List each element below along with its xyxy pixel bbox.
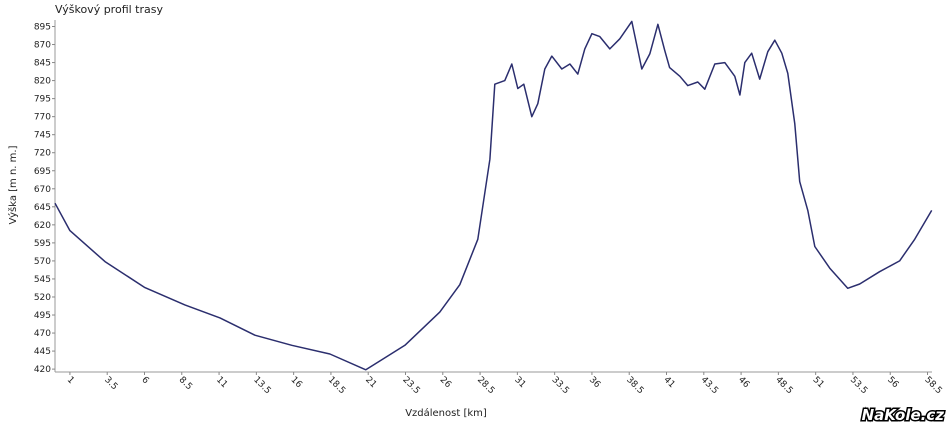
x-tick-label: 11 xyxy=(214,375,229,390)
y-tick-label: 895 xyxy=(34,22,51,32)
x-tick-label: 48.5 xyxy=(773,375,794,396)
x-tick-label: 26 xyxy=(438,375,453,390)
x-tick-label: 58.5 xyxy=(922,375,943,396)
x-tick-label: 41 xyxy=(661,375,676,390)
watermark: NaKole.cz xyxy=(862,406,945,424)
x-tick-label: 16 xyxy=(289,375,304,390)
x-tick-label: 8.5 xyxy=(177,375,194,392)
y-tick-label: 870 xyxy=(34,41,51,51)
y-tick-label: 645 xyxy=(34,203,51,213)
chart-title: Výškový profil trasy xyxy=(55,3,163,16)
x-tick-label: 23.5 xyxy=(400,375,421,396)
x-tick-label: 6 xyxy=(139,375,150,386)
x-tick-label: 43.5 xyxy=(699,375,720,396)
y-tick-label: 445 xyxy=(34,347,51,357)
y-tick-label: 545 xyxy=(34,275,51,285)
x-tick-label: 38.5 xyxy=(624,375,645,396)
x-tick-label: 33.5 xyxy=(550,375,571,396)
y-tick-label: 420 xyxy=(34,365,51,375)
y-tick-label: 570 xyxy=(34,257,51,267)
x-tick-label: 13.5 xyxy=(251,375,272,396)
y-tick-label: 520 xyxy=(34,293,51,303)
elevation-line xyxy=(54,20,933,371)
x-tick-label: 46 xyxy=(736,375,751,390)
x-tick-label: 1 xyxy=(65,375,76,386)
x-tick-label: 53.5 xyxy=(848,375,869,396)
y-tick-label: 720 xyxy=(34,149,51,159)
y-tick-label: 695 xyxy=(34,167,51,177)
y-tick-label: 495 xyxy=(34,311,51,321)
y-tick-label: 845 xyxy=(34,59,51,69)
x-tick-label: 18.5 xyxy=(326,375,347,396)
x-tick-label: 28.5 xyxy=(475,375,496,396)
y-tick-label: 770 xyxy=(34,113,51,123)
y-tick-label: 620 xyxy=(34,221,51,231)
x-axis-label: Vzdálenost [km] xyxy=(405,407,487,419)
x-tick-label: 3.5 xyxy=(102,375,119,392)
x-tick-label: 51 xyxy=(811,375,826,390)
x-tick-label: 36 xyxy=(587,375,602,390)
y-axis-label: Výška [m n. m.] xyxy=(7,145,19,224)
y-tick-label: 745 xyxy=(34,131,51,141)
y-tick-label: 795 xyxy=(34,95,51,105)
y-tick-label: 670 xyxy=(34,185,51,195)
y-tick-label: 470 xyxy=(34,329,51,339)
x-tick-label: 56 xyxy=(885,375,900,390)
x-tick-label: 31 xyxy=(512,375,527,390)
x-tick-label: 21 xyxy=(363,375,378,390)
y-tick-label: 820 xyxy=(34,77,51,87)
y-tick-label: 595 xyxy=(34,239,51,249)
